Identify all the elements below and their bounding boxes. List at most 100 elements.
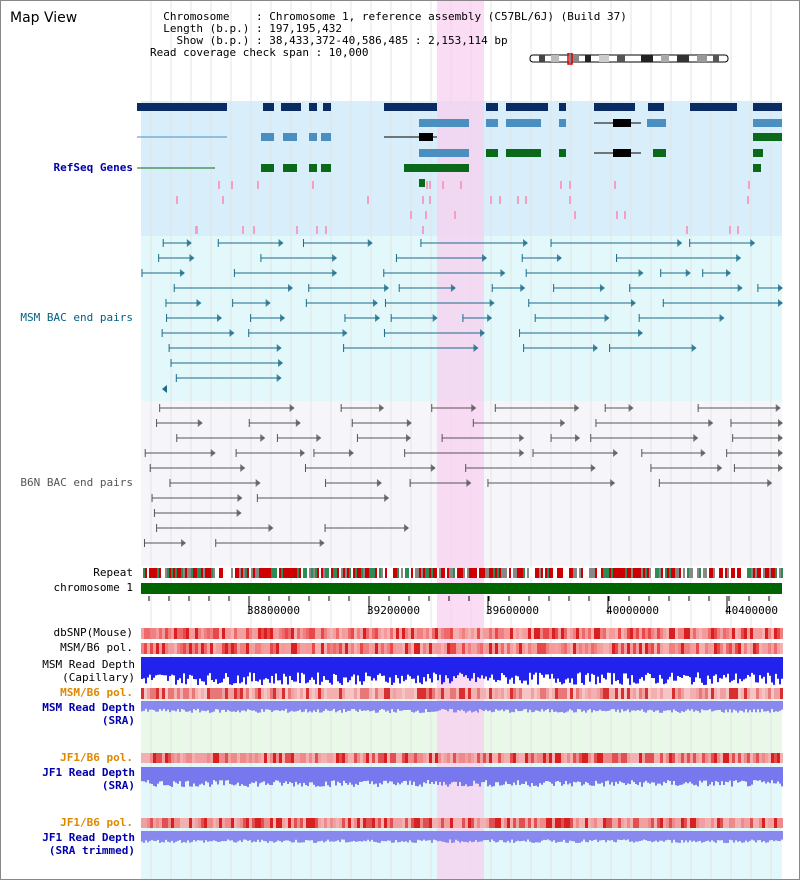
- repeat-mark: [247, 568, 249, 578]
- jf1-b6-pol-2-cell: [615, 818, 618, 828]
- msm-sra-depth-bar: [259, 701, 261, 713]
- chromosome-ideogram[interactable]: [529, 53, 731, 65]
- jf1-trim-depth-bar: [687, 831, 689, 843]
- repeat-mark: [563, 568, 565, 578]
- msm-sra-depth-bar: [587, 701, 589, 711]
- msm-b6-pol-2-cell: [336, 688, 339, 699]
- msm-b6-pol-cell: [576, 643, 579, 654]
- msm-b6-pol-2-cell: [141, 688, 144, 699]
- repeat-mark: [725, 568, 727, 578]
- msm-b6-pol-cell: [600, 643, 603, 654]
- repeat-mark: [233, 568, 235, 578]
- jf1-trim-depth-bar: [259, 831, 261, 843]
- repeat-mark: [381, 568, 383, 578]
- repeat-mark: [599, 568, 601, 578]
- msm-capillary-depth-bar: [355, 657, 357, 685]
- msm-capillary-depth-bar: [335, 657, 337, 675]
- jf1-sra-depth-bar: [221, 767, 223, 781]
- repeat-mark: [391, 568, 393, 578]
- msm-b6-pol-cell: [567, 643, 570, 654]
- dbsnp-cell: [213, 628, 216, 639]
- repeat-mark: [405, 568, 407, 578]
- msm-b6-pol-cell: [330, 643, 333, 654]
- msm-sra-depth-bar: [373, 701, 375, 711]
- dbsnp-cell: [270, 628, 273, 639]
- msm-capillary-depth-bar: [375, 657, 377, 681]
- jf1-sra-depth-bar: [279, 767, 281, 783]
- msm-b6-pol-2-cell: [645, 688, 648, 699]
- jf1-sra-depth-bar: [343, 767, 345, 781]
- msm-b6-pol-cell: [480, 643, 483, 654]
- jf1-b6-pol-2-cell: [429, 818, 432, 828]
- gene-block: [753, 133, 782, 141]
- msm-sra-depth-bar: [269, 701, 271, 711]
- jf1-sra-depth-bar: [427, 767, 429, 781]
- repeat-mark: [779, 568, 781, 578]
- jf1-b6-pol-cell: [771, 753, 774, 763]
- jf1-trim-depth-bar: [507, 831, 509, 841]
- repeat-mark: [159, 568, 161, 578]
- refseq-minor-exon: [422, 196, 424, 204]
- dbsnp-cell: [345, 628, 348, 639]
- repeat-mark: [719, 568, 721, 578]
- gene-block: [594, 103, 635, 111]
- msm-b6-pol-cell: [486, 643, 489, 654]
- msm-capillary-depth-bar: [775, 657, 777, 674]
- msm-sra-depth-bar: [615, 701, 617, 712]
- jf1-trim-depth-bar: [623, 831, 625, 840]
- msm-capillary-depth-bar: [207, 657, 209, 676]
- msm-b6-pol-cell: [243, 643, 246, 654]
- msm-b6-pol-cell: [387, 643, 390, 654]
- repeat-mark: [695, 568, 697, 578]
- msm-capillary-depth-bar: [183, 657, 185, 674]
- refseq-minor-exon: [517, 196, 519, 204]
- dbsnp-cell: [681, 628, 684, 639]
- msm-sra-depth-bar: [479, 701, 481, 709]
- repeat-mark: [537, 568, 539, 578]
- msm-sra-depth-bar: [405, 701, 407, 711]
- dbsnp-cell: [243, 628, 246, 639]
- msm-capillary-depth-bar: [721, 657, 723, 679]
- msm-b6-pol-cell: [702, 643, 705, 654]
- b6n-bac-arrow: [575, 434, 581, 442]
- msm-capillary-depth-bar: [287, 657, 289, 685]
- msm-capillary-depth-bar: [461, 657, 463, 674]
- msm-b6-pol-2-cell: [753, 688, 756, 699]
- jf1-b6-pol-2-cell: [552, 818, 555, 828]
- jf1-sra-depth-bar: [185, 767, 187, 782]
- jf1-b6-pol-2-cell: [453, 818, 456, 828]
- msm-capillary-depth-bar: [529, 657, 531, 673]
- msm-b6-pol-2-cell: [237, 688, 240, 699]
- repeat-mark: [325, 568, 327, 578]
- jf1-sra-depth-bar: [175, 767, 177, 783]
- msm-b6-pol-2-cell: [228, 688, 231, 699]
- jf1-sra-depth-bar: [355, 767, 357, 784]
- msm-b6-pol-cell: [228, 643, 231, 654]
- dbsnp-cell: [714, 628, 717, 639]
- dbsnp-cell: [339, 628, 342, 639]
- jf1-b6-pol-cell: [669, 753, 672, 763]
- jf1-sra-depth-bar: [197, 767, 199, 787]
- msm-sra-depth-bar: [577, 701, 579, 710]
- jf1-sra-depth-bar: [571, 767, 573, 787]
- b6n-bac-arrow: [775, 404, 781, 412]
- jf1-trim-depth-bar: [539, 831, 541, 843]
- msm-capillary-depth-bar: [397, 657, 399, 679]
- msm-sra-depth-bar: [723, 701, 725, 713]
- jf1-trim-depth-bar: [241, 831, 243, 842]
- jf1-b6-pol-2-cell: [423, 818, 426, 828]
- msm-sra-depth-bar: [381, 701, 383, 710]
- msm-capillary-depth-bar: [495, 657, 497, 682]
- msm-b6-pol-cell: [147, 643, 150, 654]
- jf1-b6-pol-cell: [615, 753, 618, 763]
- jf1-sra-depth-bar: [527, 767, 529, 786]
- msm-b6-pol-cell: [369, 643, 372, 654]
- jf1-trim-depth-bar: [477, 831, 479, 843]
- msm-sra-depth-bar: [161, 701, 163, 711]
- msm-b6-pol-cell: [399, 643, 402, 654]
- jf1-sra-depth-bar: [375, 767, 377, 784]
- repeat-mark: [299, 568, 301, 578]
- msm-capillary-depth-bar: [449, 657, 451, 684]
- jf1-b6-pol-2-cell: [564, 818, 567, 828]
- jf1-trim-depth-bar: [201, 831, 203, 841]
